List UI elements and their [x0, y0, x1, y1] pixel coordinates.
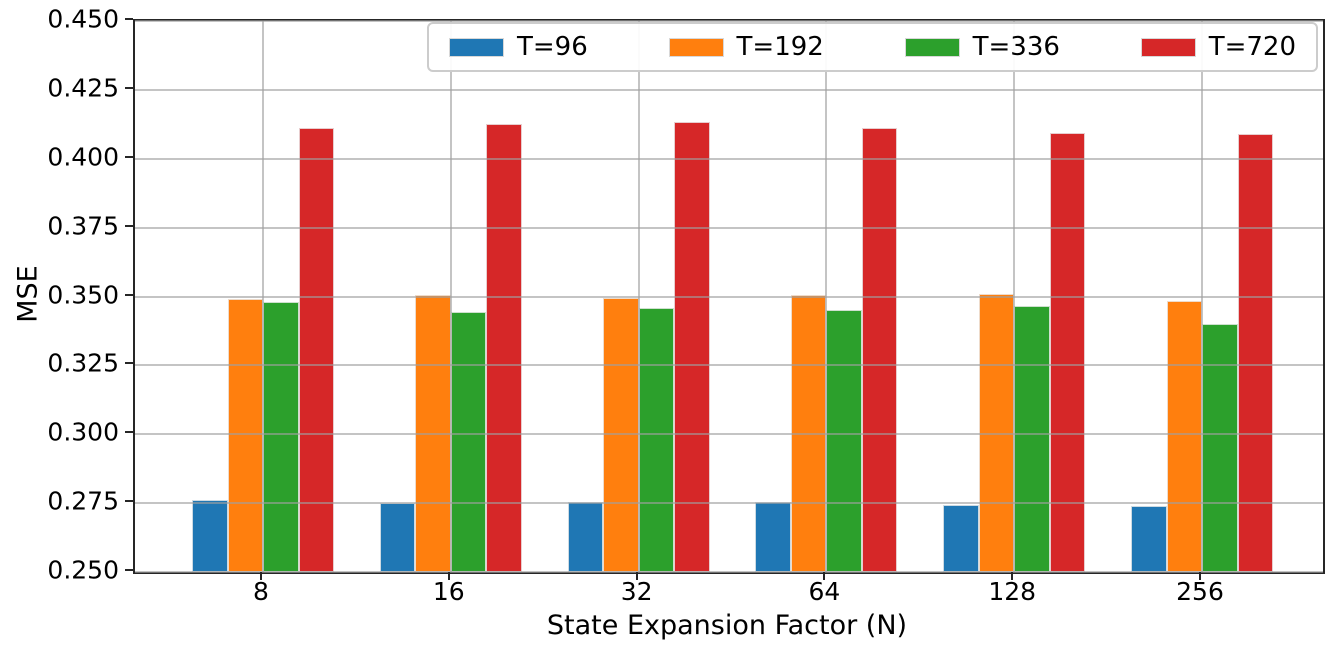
v-gridline: [449, 21, 452, 572]
legend-label: T=720: [1208, 32, 1296, 62]
y-tick-label: 0.300: [47, 417, 119, 447]
bar-T=96-N64: [755, 501, 791, 572]
y-tick-mark: [125, 569, 133, 571]
grid-layer: [135, 20, 1323, 573]
bar-T=720-N64: [861, 128, 898, 572]
legend-swatch-icon: [904, 37, 960, 57]
y-axis-label: MSE: [12, 265, 44, 323]
x-tick-label: 8: [253, 577, 269, 606]
bar-T=720-N256: [1237, 133, 1273, 572]
bar-T=96-N128: [943, 504, 979, 572]
legend-swatch-icon: [1140, 37, 1196, 57]
h-gridline: [135, 88, 1323, 91]
h-gridline: [135, 295, 1323, 298]
bar-T=720-N128: [1049, 132, 1086, 572]
y-tick-label: 0.325: [47, 348, 119, 378]
legend-item-T=96: T=96: [449, 32, 588, 62]
x-tick-label: 64: [808, 577, 841, 606]
v-gridline: [637, 21, 640, 572]
legend-item-T=192: T=192: [668, 32, 824, 62]
x-tick-label: 256: [1176, 577, 1224, 606]
y-tick-mark: [125, 293, 133, 296]
y-tick-mark: [125, 18, 133, 20]
x-tick-mark: [260, 572, 262, 580]
legend-label: T=192: [736, 32, 824, 62]
bar-T=336-N8: [263, 302, 299, 572]
y-tick-label: 0.250: [47, 555, 119, 585]
x-tick-mark: [447, 572, 450, 580]
y-tick-mark: [125, 155, 133, 158]
h-gridline: [135, 157, 1323, 160]
x-tick-label: 128: [988, 577, 1037, 606]
v-gridline: [1201, 21, 1203, 572]
x-tick-mark: [1011, 572, 1014, 580]
bar-T=96-N16: [379, 503, 416, 572]
y-tick-label: 0.400: [47, 142, 119, 172]
bar-T=336-N16: [450, 311, 487, 572]
bar-T=192-N8: [227, 299, 263, 572]
y-tick-label: 0.450: [47, 4, 119, 34]
y-tick-label: 0.350: [47, 280, 119, 309]
x-tick-label: 32: [620, 577, 653, 606]
x-tick-label: 16: [432, 577, 465, 606]
legend: T=96 T=192 T=336 T=720: [427, 22, 1318, 72]
h-gridline: [135, 226, 1323, 229]
x-tick-mark: [1199, 572, 1201, 580]
bar-T=336-N128: [1014, 306, 1050, 572]
v-gridline: [262, 21, 264, 572]
legend-label: T=336: [972, 32, 1060, 62]
v-gridline: [825, 21, 828, 572]
legend-label: T=96: [517, 32, 588, 62]
h-gridline: [135, 364, 1323, 367]
bar-T=720-N32: [674, 121, 710, 572]
legend-swatch-icon: [668, 37, 724, 57]
x-axis-label: State Expansion Factor (N): [546, 610, 908, 641]
bar-T=336-N32: [638, 307, 675, 572]
plot-area: [133, 19, 1325, 574]
v-gridline: [1013, 21, 1016, 572]
h-gridline: [135, 502, 1323, 505]
bar-T=720-N8: [298, 128, 334, 572]
y-tick-label: 0.375: [47, 211, 119, 241]
bar-T=336-N64: [826, 310, 862, 572]
x-tick-mark: [635, 572, 638, 580]
y-tick-mark: [125, 86, 133, 89]
y-tick-mark: [125, 500, 133, 503]
bar-T=192-N128: [978, 293, 1015, 572]
bar-T=192-N256: [1166, 300, 1202, 572]
h-gridline: [135, 433, 1323, 436]
y-tick-mark: [125, 224, 133, 227]
x-tick-mark: [823, 572, 826, 580]
y-tick-mark: [125, 431, 133, 434]
bar-T=96-N32: [567, 501, 604, 572]
h-gridline: [135, 20, 1323, 22]
h-gridline: [135, 571, 1323, 573]
bar-T=96-N256: [1131, 505, 1167, 572]
y-tick-label: 0.425: [47, 73, 119, 103]
bar-T=96-N8: [192, 500, 228, 572]
y-tick-mark: [125, 362, 133, 365]
legend-item-T=720: T=720: [1140, 32, 1296, 62]
legend-swatch-icon: [449, 37, 504, 57]
legend-item-T=336: T=336: [904, 32, 1060, 62]
bar-T=720-N16: [486, 124, 522, 572]
y-tick-label: 0.275: [47, 486, 119, 516]
